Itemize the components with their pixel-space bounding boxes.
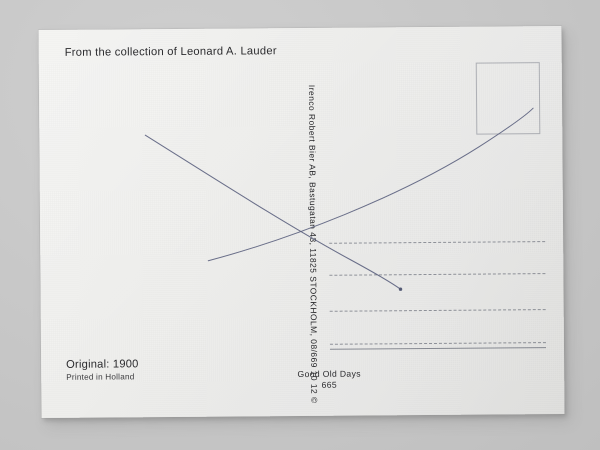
original-year-label: Original: 1900 [66,358,139,371]
series-title-block: Good Old Days 665 [269,368,389,390]
address-rule-solid [329,347,546,350]
publisher-credit-vertical: Irenco Robert Bier AB, Bastugatan 43, 11… [306,84,320,404]
stamp-affix-box [475,62,541,135]
address-line-1 [329,241,546,244]
postcard-printed-layer: From the collection of Leonard A. Lauder… [38,26,564,418]
address-line-4 [329,342,546,345]
address-line-3 [329,309,546,312]
printed-in-label: Printed in Holland [66,372,135,382]
address-line-2 [329,273,546,276]
postcard: From the collection of Leonard A. Lauder… [38,25,565,419]
imprint-block: Original: 1900 Printed in Holland [66,358,139,382]
collection-credit-line: From the collection of Leonard A. Lauder [64,45,277,59]
series-title-label: Good Old Days [297,368,361,380]
series-number-label: 665 [321,379,338,390]
